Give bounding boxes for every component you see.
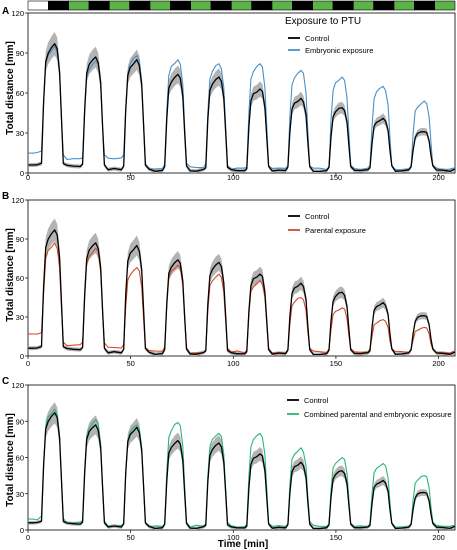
x-tick-label: 0 (26, 173, 30, 182)
legend-entry: Control (305, 212, 330, 221)
light-dark-segment (292, 0, 313, 11)
series-line (27, 408, 456, 529)
x-tick-label: 150 (330, 173, 343, 182)
light-dark-segment (332, 0, 354, 11)
x-tick-label: 200 (432, 533, 445, 542)
panel-B: B 0 30 60 90 120 0 50 100 150 200 Control Parental e… (2, 191, 456, 368)
x-tick-label: 150 (330, 533, 343, 542)
legend-entry: Parental exposure (305, 226, 366, 235)
y-tick-label: 120 (11, 9, 24, 18)
x-tick-label: 200 (432, 173, 445, 182)
x-tick-label: 0 (26, 359, 30, 368)
legend-entry: Control (305, 34, 330, 43)
light-dark-segment (414, 0, 435, 11)
light-dark-segment (109, 0, 130, 11)
x-axis-label: Time [min] (218, 539, 268, 550)
y-tick-label: 90 (16, 235, 24, 244)
light-dark-segment (68, 0, 90, 11)
y-tick-label: 0 (20, 526, 24, 535)
light-dark-segment (210, 0, 232, 11)
light-dark-segment (190, 0, 212, 11)
light-dark-segment (27, 0, 49, 11)
x-tick-label: 100 (227, 359, 240, 368)
y-tick-label: 90 (16, 49, 24, 58)
y-axis-label: Total distance [mm] (5, 413, 16, 507)
y-axis-label: Total distance [mm] (5, 41, 16, 135)
light-dark-segment (231, 0, 252, 11)
series-line (28, 412, 456, 530)
panel-letter: B (2, 191, 9, 202)
x-tick-label: 100 (227, 533, 240, 542)
series-line (27, 45, 456, 171)
y-tick-label: 90 (16, 417, 24, 426)
y-axis-label: Total distance [mm] (5, 228, 16, 322)
panel-letter: C (2, 376, 9, 387)
light-dark-segment (373, 0, 395, 11)
panels: A 0 30 60 90 120 0 50 100 150 200 Exposure to PTU Co… (2, 0, 456, 542)
y-tick-label: 120 (11, 196, 24, 205)
series-line (28, 43, 456, 173)
legend-title: Exposure to PTU (285, 16, 361, 27)
light-dark-segment (312, 0, 334, 11)
x-tick-label: 0 (26, 533, 30, 542)
light-dark-segment (149, 0, 171, 11)
light-dark-segment (48, 0, 69, 11)
light-dark-segment (251, 0, 273, 11)
light-dark-segment (353, 0, 374, 11)
control-error-band (28, 218, 455, 356)
y-tick-label: 120 (11, 381, 24, 390)
legend-entry: Control (304, 396, 329, 405)
y-tick-label: 30 (16, 490, 24, 499)
y-tick-label: 60 (16, 454, 24, 463)
y-tick-label: 0 (20, 352, 24, 361)
light-dark-segment (271, 0, 293, 11)
y-tick-label: 60 (16, 274, 24, 283)
series-line (28, 229, 456, 356)
y-tick-label: 60 (16, 89, 24, 98)
x-tick-label: 50 (126, 173, 134, 182)
light-dark-segment (88, 0, 110, 11)
x-tick-label: 50 (126, 533, 134, 542)
x-tick-label: 100 (227, 173, 240, 182)
panel-letter: A (2, 6, 9, 17)
legend-entry: Embryonic exposure (305, 46, 373, 55)
plot-frame (27, 199, 456, 357)
panel-C: C 0 30 60 90 120 0 50 100 150 200 Control Combined p… (2, 376, 456, 542)
x-tick-label: 200 (432, 359, 445, 368)
panel-A: A 0 30 60 90 120 0 50 100 150 200 Exposure to PTU Co… (2, 0, 456, 182)
x-tick-label: 50 (126, 359, 134, 368)
y-tick-label: 30 (16, 129, 24, 138)
y-tick-label: 0 (20, 169, 24, 178)
light-dark-segment (434, 0, 456, 11)
x-tick-label: 150 (330, 359, 343, 368)
light-dark-segment (129, 0, 151, 11)
y-tick-label: 30 (16, 313, 24, 322)
legend-entry: Combined parental and embryonic exposure (304, 410, 452, 419)
light-dark-segment (393, 0, 415, 11)
light-dark-segment (170, 0, 191, 11)
